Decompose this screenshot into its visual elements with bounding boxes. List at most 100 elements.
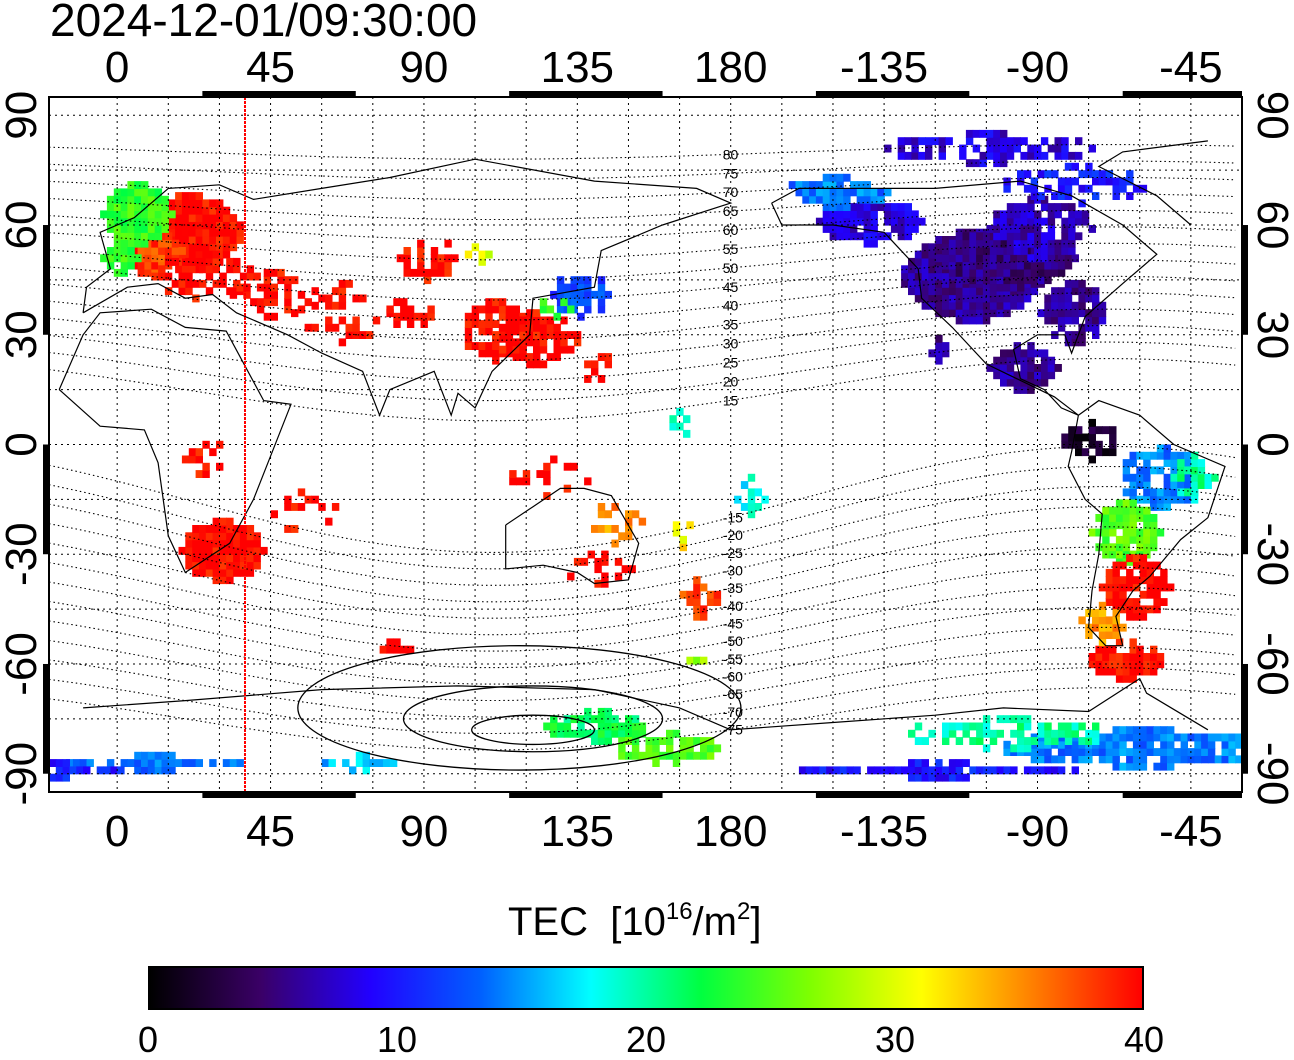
tec-cell bbox=[505, 349, 514, 358]
tec-cell bbox=[113, 203, 122, 211]
tec-cell bbox=[1030, 287, 1039, 296]
tec-cell bbox=[1075, 448, 1083, 457]
tec-cell bbox=[1112, 616, 1120, 625]
tec-cell bbox=[1129, 521, 1137, 530]
tec-cell bbox=[1085, 162, 1093, 171]
tec-cell bbox=[1153, 726, 1161, 735]
tec-cell bbox=[393, 312, 401, 321]
tec-cell bbox=[175, 759, 183, 767]
tec-cell bbox=[993, 371, 1001, 380]
tec-cell bbox=[666, 737, 674, 745]
tec-cell bbox=[1146, 583, 1154, 592]
tec-cell bbox=[948, 309, 957, 318]
tec-cell bbox=[1000, 356, 1008, 365]
tec-cell bbox=[1112, 623, 1120, 632]
tec-cell bbox=[1207, 733, 1216, 742]
tec-cell bbox=[1020, 151, 1028, 160]
tec-cell bbox=[485, 250, 493, 259]
tec-cell bbox=[1105, 748, 1114, 756]
tec-cell bbox=[120, 188, 128, 197]
tec-cell bbox=[1071, 309, 1079, 318]
tec-cell bbox=[325, 323, 333, 332]
tec-cell bbox=[1129, 660, 1137, 669]
tec-cell bbox=[539, 316, 548, 325]
tec-cell bbox=[1075, 217, 1083, 226]
tec-cell bbox=[1064, 294, 1073, 303]
tec-cell bbox=[1000, 129, 1008, 138]
tec-cell bbox=[1092, 294, 1100, 303]
tec-cell bbox=[1190, 495, 1199, 504]
tec-cell bbox=[948, 294, 957, 303]
tec-cell bbox=[1000, 151, 1008, 160]
tec-cell bbox=[1013, 349, 1021, 358]
scale-bar-left bbox=[43, 444, 49, 555]
bottom-lon-label: -45 bbox=[1159, 807, 1223, 856]
tec-cell bbox=[406, 305, 415, 314]
scale-bar-right bbox=[1242, 663, 1248, 774]
tec-cell bbox=[1115, 667, 1124, 676]
tec-cell bbox=[989, 729, 998, 738]
tec-cell bbox=[1150, 645, 1158, 654]
tec-cell bbox=[829, 173, 837, 182]
tec-cell bbox=[809, 195, 817, 204]
tec-cell bbox=[843, 173, 851, 182]
tec-cell bbox=[1146, 733, 1154, 742]
tec-cell bbox=[1126, 177, 1134, 186]
tec-cell bbox=[996, 294, 1004, 303]
tec-cell bbox=[938, 137, 946, 146]
tec-cell bbox=[1115, 550, 1124, 559]
tec-cell bbox=[192, 525, 200, 533]
tec-cell bbox=[1170, 481, 1178, 489]
tec-cell bbox=[1126, 170, 1134, 179]
tec-cell bbox=[492, 320, 500, 328]
tec-cell bbox=[1109, 426, 1117, 435]
tec-cell bbox=[263, 276, 272, 285]
tec-cell bbox=[1023, 170, 1032, 179]
tec-cell bbox=[1143, 667, 1151, 676]
tec-cell bbox=[199, 279, 207, 288]
tec-cell bbox=[49, 759, 57, 767]
scale-bar-top bbox=[509, 91, 663, 97]
tec-cell bbox=[1088, 144, 1096, 153]
tec-cell bbox=[1027, 217, 1035, 226]
tec-cell bbox=[972, 129, 981, 138]
tec-cell bbox=[631, 737, 640, 745]
tec-cell bbox=[284, 276, 292, 285]
tec-cell bbox=[1153, 733, 1161, 742]
tec-cell bbox=[1037, 766, 1045, 775]
tec-cell bbox=[1020, 203, 1028, 211]
tec-cell bbox=[236, 283, 244, 292]
tec-cell bbox=[403, 254, 411, 263]
tec-cell bbox=[113, 254, 122, 263]
tec-cell bbox=[1119, 726, 1127, 735]
tec-cell bbox=[1092, 737, 1100, 745]
tec-cell bbox=[1013, 378, 1021, 387]
tec-cell bbox=[1092, 609, 1100, 617]
tec-cell bbox=[199, 265, 207, 274]
tec-cell bbox=[185, 287, 193, 296]
tec-cell bbox=[284, 495, 292, 504]
tec-cell bbox=[202, 236, 210, 244]
tec-cell bbox=[993, 210, 1001, 219]
tec-cell bbox=[976, 261, 984, 270]
tec-cell bbox=[829, 181, 837, 189]
tec-cell bbox=[1105, 590, 1114, 599]
tec-cell bbox=[1027, 225, 1035, 233]
tec-cell bbox=[1000, 217, 1008, 226]
tec-cell bbox=[1064, 722, 1073, 731]
tec-cell bbox=[1064, 748, 1073, 756]
tec-cell bbox=[1061, 144, 1069, 153]
scale-bar-bottom bbox=[815, 792, 970, 798]
scale-bar-bottom bbox=[509, 792, 663, 798]
tec-cell bbox=[614, 557, 623, 566]
tec-cell bbox=[1109, 645, 1117, 654]
contour-line bbox=[49, 646, 1236, 718]
tec-cell bbox=[1040, 137, 1049, 146]
tec-cell bbox=[1057, 740, 1066, 749]
tec-cell bbox=[236, 759, 244, 767]
tec-cell bbox=[1044, 766, 1052, 775]
tec-cell bbox=[870, 203, 878, 211]
tec-cell bbox=[809, 188, 817, 197]
tec-cell bbox=[1057, 287, 1066, 296]
tec-cell bbox=[216, 221, 224, 230]
